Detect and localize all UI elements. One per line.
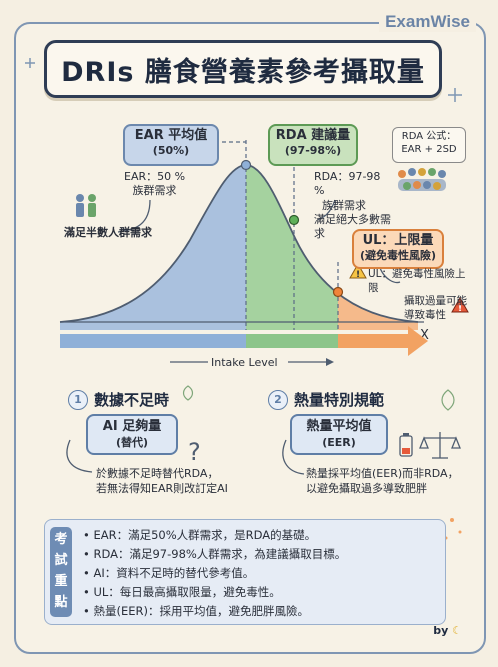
- summary-box: EAR：滿足50%人群需求，是RDA的基礎。 RDA：滿足97-98%人群需求，…: [44, 519, 446, 625]
- section1-title: 數據不足時: [94, 391, 170, 409]
- hint-arrows: [117, 199, 401, 284]
- rda-note-line2: 族群需求: [322, 198, 366, 212]
- intake-arrow: [60, 326, 428, 356]
- ear-box-sub: (50%): [152, 144, 190, 158]
- section2-number: 2: [268, 390, 288, 410]
- section1-card-line1: AI 足夠量: [102, 419, 162, 434]
- ear-point: [240, 159, 252, 171]
- section2-desc: 熱量採平均值(EER)而非RDA， 以避免攝取過多導致肥胖: [306, 466, 459, 497]
- ear-label-box: EAR 平均值 (50%): [123, 124, 219, 166]
- marker-lines: [215, 140, 339, 330]
- page-title: DRIs 膳食營養素參考攝取量: [61, 56, 425, 88]
- rda-formula-line1: RDA 公式：: [401, 131, 457, 142]
- summary-tag-char: 試: [54, 553, 68, 568]
- section-arrows: [66, 439, 305, 475]
- crowd-icon: [398, 168, 446, 191]
- summary-item: EAR：滿足50%人群需求，是RDA的基礎。: [83, 526, 346, 545]
- rda-note-line1: RDA：97-98 %: [314, 170, 381, 198]
- summary-item: RDA：滿足97-98%人群需求，為建議攝取目標。: [83, 545, 346, 564]
- ul-warning-line2: 攝取過量可能: [404, 295, 467, 308]
- sparkle-icon: [25, 58, 462, 102]
- summary-item: AI：資料不足時的替代參考值。: [83, 564, 346, 583]
- section2-desc-line2: 以避免攝取過多導致肥胖: [306, 482, 427, 496]
- section1-card: AI 足夠量 (替代): [86, 414, 178, 455]
- section2-title: 熱量特別規範: [294, 391, 385, 409]
- summary-tag-char: 點: [54, 595, 68, 610]
- rda-note: RDA：97-98 % 族群需求 滿足絕大多數需求: [314, 170, 394, 241]
- ul-point: [332, 286, 344, 298]
- ear-note: EAR：50 % 族群需求: [124, 170, 185, 199]
- footer-credit: by ☾: [433, 624, 462, 637]
- section1-number: 1: [68, 390, 88, 410]
- ear-side-label: 滿足半數人群需求: [64, 226, 152, 239]
- ul-warning-line3: 導致毒性: [404, 308, 446, 321]
- section2-card-line2: (EER): [322, 435, 356, 449]
- section1-desc-line1: 於數據不足時替代RDA，: [96, 467, 219, 480]
- ear-note-line2: 族群需求: [132, 184, 177, 198]
- ear-note-line1: EAR：50 %: [124, 170, 186, 183]
- ul-box-title: UL：上限量: [362, 233, 434, 248]
- rda-box-title: RDA 建議量: [275, 128, 351, 143]
- question-icon: ?: [188, 438, 201, 466]
- section1-desc: 於數據不足時替代RDA， 若無法得知EAR則改訂定AI: [96, 466, 228, 497]
- section1-desc-line2: 若無法得知EAR則改訂定AI: [96, 482, 228, 496]
- svg-text:!: !: [356, 270, 360, 280]
- warning-icon: ! !: [349, 262, 469, 314]
- ul-warning: UL：避免毒性風險上限 攝取過量可能 導致毒性: [368, 268, 472, 323]
- x-axis-label: Intake Level: [211, 356, 278, 369]
- battery-icon: [399, 433, 413, 457]
- brand-logo: ExamWise: [379, 12, 476, 32]
- ul-label-box: UL：上限量 (避免毒性風險): [352, 229, 444, 269]
- section2-desc-line1: 熱量採平均值(EER)而非RDA，: [306, 467, 459, 480]
- section2-card-line1: 熱量平均值: [306, 419, 372, 434]
- ul-box-sub: (避免毒性風險): [359, 249, 437, 263]
- summary-list: EAR：滿足50%人群需求，是RDA的基礎。 RDA：滿足97-98%人群需求，…: [83, 526, 346, 621]
- rda-note-line3: 滿足絕大多數需求: [314, 212, 391, 241]
- people-icon: [76, 194, 96, 217]
- footer-by: by: [433, 624, 449, 637]
- banana-icon: ☾: [452, 624, 462, 637]
- x-axis-marker: X: [420, 328, 429, 343]
- rda-box-sub: (97-98%): [284, 144, 342, 158]
- rda-point: [288, 214, 300, 226]
- rda-formula: RDA 公式： EAR + 2SD: [392, 127, 466, 163]
- dot-decoration: [444, 518, 462, 540]
- rda-formula-line2: EAR + 2SD: [401, 144, 457, 155]
- summary-item: UL：每日最高攝取限量，避免毒性。: [83, 583, 346, 602]
- summary-tag: 考 試 重 點: [50, 527, 72, 617]
- svg-text:!: !: [458, 304, 462, 314]
- summary-item: 熱量(EER)：採用平均值，避免肥胖風險。: [83, 602, 346, 621]
- scale-icon: [419, 432, 461, 459]
- ul-warning-line1: UL：避免毒性風險上限: [368, 268, 466, 294]
- rda-label-box: RDA 建議量 (97-98%): [268, 124, 358, 166]
- leaf-icon: [182, 385, 455, 411]
- section1-card-line2: (替代): [115, 435, 149, 449]
- title-banner: DRIs 膳食營養素參考攝取量: [44, 40, 442, 98]
- ear-box-title: EAR 平均值: [134, 128, 208, 143]
- summary-tag-char: 考: [54, 532, 68, 547]
- section2-card: 熱量平均值 (EER): [290, 414, 388, 455]
- summary-tag-char: 重: [54, 574, 68, 589]
